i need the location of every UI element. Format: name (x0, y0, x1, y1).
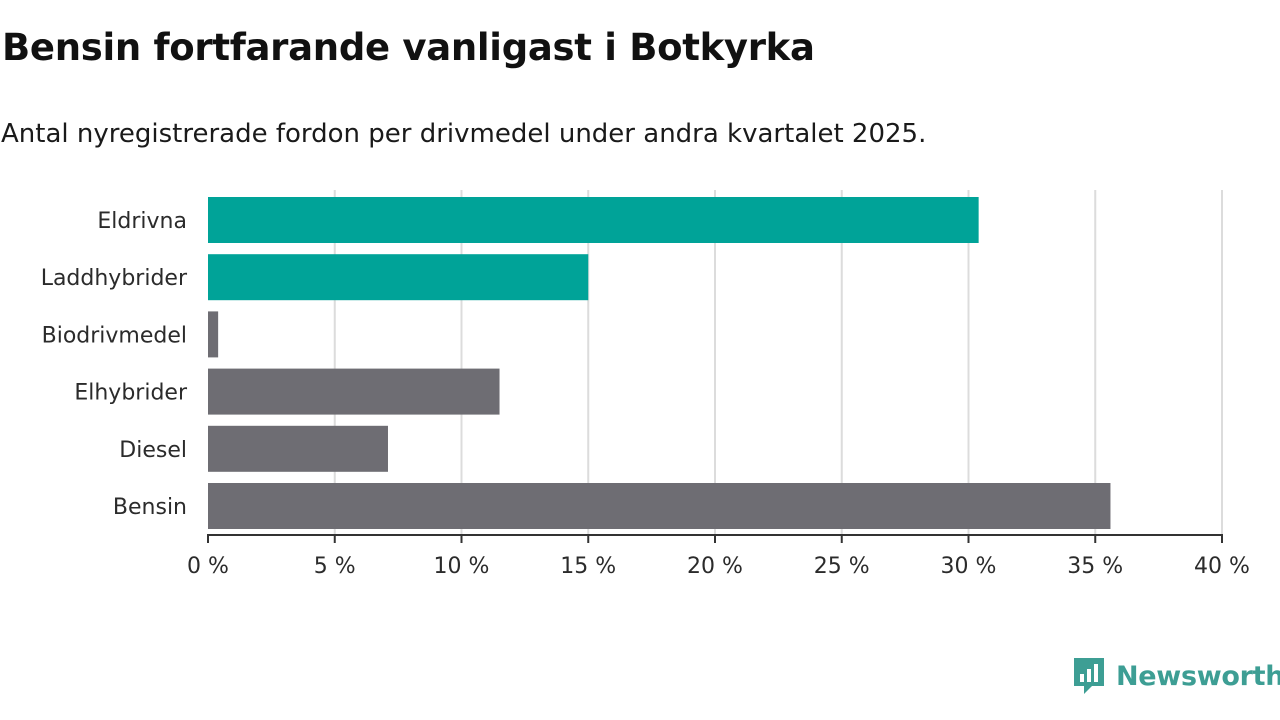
x-axis: 0 % 5 % 10 % 15 % 20 % 25 % 30 % 35 % 40 % (187, 534, 1250, 579)
category-label: Laddhybrider (41, 266, 188, 291)
x-tick-label: 0 % (187, 554, 229, 579)
category-label: Elhybrider (74, 381, 188, 406)
category-label: Eldrivna (97, 209, 187, 234)
bar-biodrivmedel (208, 311, 219, 358)
category-label: Biodrivmedel (42, 323, 187, 348)
newsworthy-logo-icon (1074, 658, 1104, 694)
category-label: Diesel (119, 438, 187, 463)
brand-name: Newsworthy (1116, 660, 1280, 692)
x-tick-label: 35 % (1067, 554, 1123, 579)
x-tick-label: 20 % (687, 554, 743, 579)
x-tick-label: 30 % (941, 554, 997, 579)
brand-logo: Newsworthy (1072, 656, 1280, 696)
category-label: Bensin (113, 495, 187, 520)
bar-laddhybrider (208, 254, 589, 301)
category-labels: Eldrivna Laddhybrider Biodrivmedel Elhybrid… (41, 209, 188, 520)
bar-elhybrider (208, 368, 500, 415)
x-tick-label: 25 % (814, 554, 870, 579)
x-tick-label: 10 % (434, 554, 490, 579)
bar-eldrivna (208, 197, 979, 243)
bars (208, 197, 1111, 529)
chart-subtitle: Antal nyregistrerade fordon per drivmede… (1, 119, 927, 149)
x-tick-label: 15 % (560, 554, 616, 579)
bar-bensin (208, 483, 1111, 529)
chart-title: Bensin fortfarande vanligast i Botkyrka (2, 26, 815, 69)
bar-diesel (208, 425, 388, 472)
gridlines (333, 190, 1223, 535)
x-tick-label: 40 % (1194, 554, 1250, 579)
x-tick-label: 5 % (314, 554, 356, 579)
